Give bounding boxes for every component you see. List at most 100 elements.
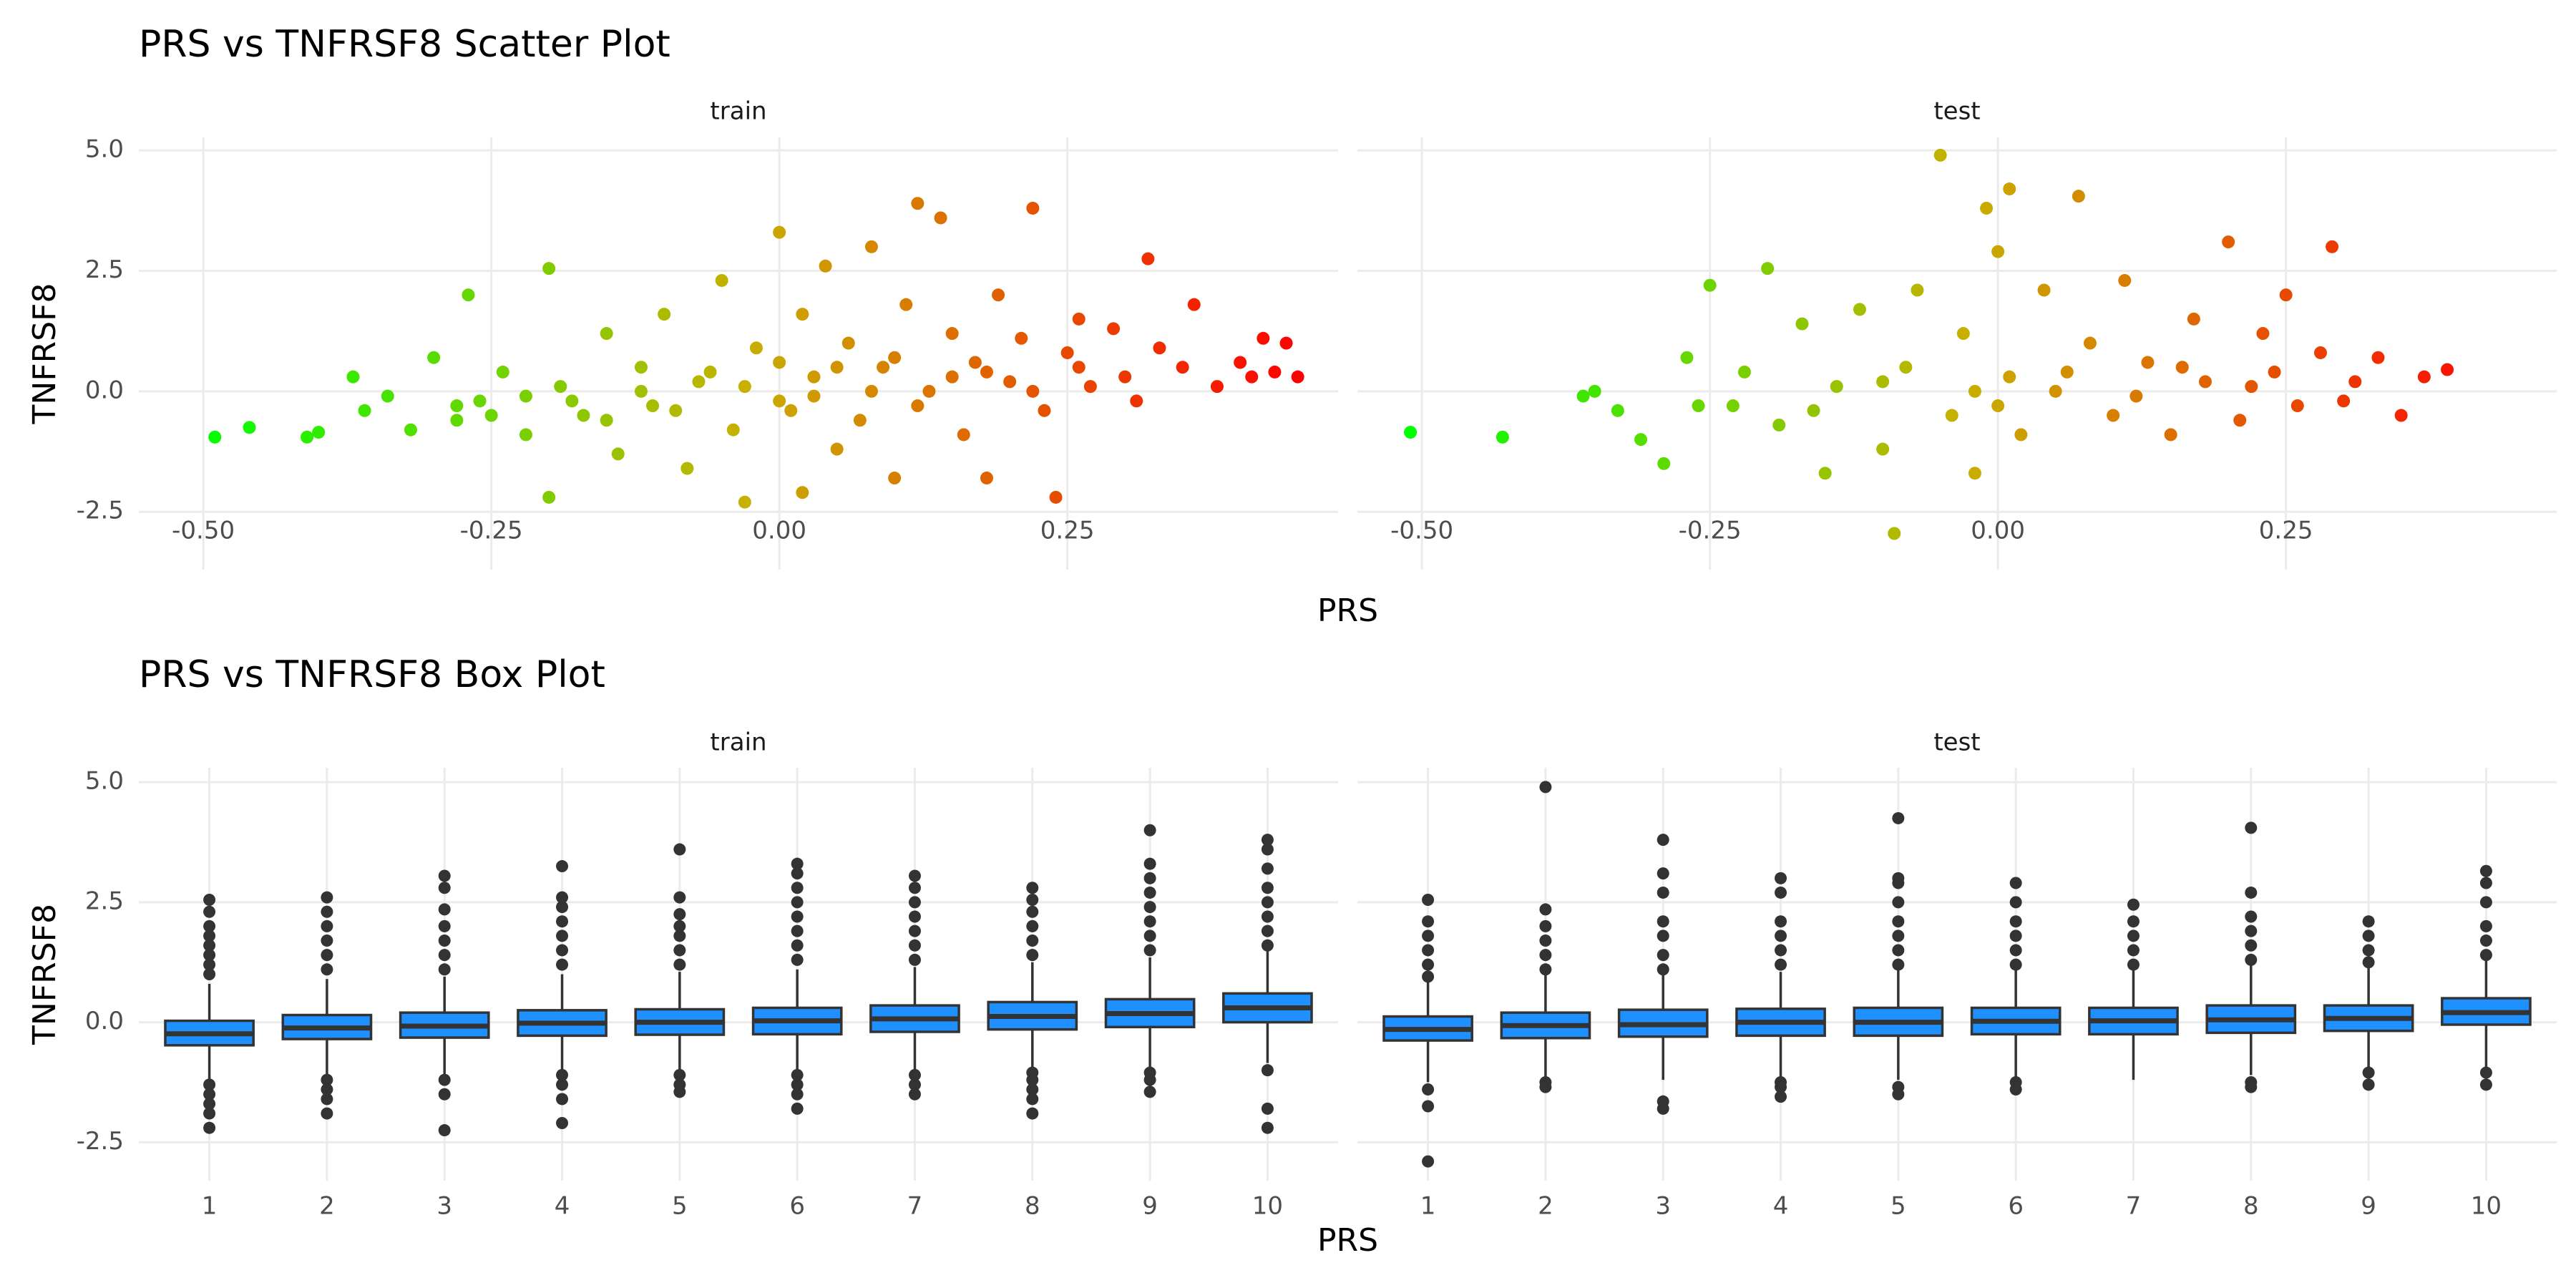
outlier [1892, 811, 1905, 824]
outlier [908, 1068, 921, 1081]
outlier [2362, 1066, 2375, 1079]
outlier [1657, 834, 1669, 847]
scatter-point [934, 211, 947, 225]
scatter-point [1818, 467, 1832, 480]
scatter-point [301, 430, 314, 444]
scatter-point [819, 259, 832, 273]
scatter-point [2268, 365, 2281, 379]
scatter-point [2417, 370, 2431, 384]
scatter-point [703, 365, 717, 379]
outlier [1892, 958, 1905, 971]
outlier [1539, 903, 1552, 916]
scatter-point [773, 225, 786, 239]
scatter-point [1234, 356, 1247, 369]
outlier [2245, 1080, 2258, 1093]
scatter-point [1176, 361, 1189, 374]
scatter-point [1279, 336, 1293, 350]
scatter-point [2175, 361, 2189, 374]
scatter-point [1956, 327, 1970, 341]
scatter-point [888, 351, 902, 364]
outlier [1539, 919, 1552, 932]
outlier [1775, 1091, 1787, 1103]
x-tick-label: -0.25 [1679, 517, 1742, 545]
outlier [438, 1124, 451, 1137]
outlier [2362, 1078, 2375, 1091]
scatter-point [1245, 370, 1259, 384]
scatter-point [473, 394, 487, 408]
y-tick-label: 0.0 [85, 376, 124, 404]
outlier [2362, 915, 2375, 928]
outlier [1422, 958, 1435, 971]
scatter-point [738, 495, 751, 509]
outlier [1143, 886, 1156, 899]
scatter-point [519, 389, 532, 403]
outlier [438, 869, 451, 882]
outlier [908, 924, 921, 937]
scatter-point [1072, 312, 1085, 326]
x-tick-label: 8 [2243, 1192, 2259, 1221]
scatter-point [2233, 414, 2247, 427]
outlier [1026, 1093, 1039, 1106]
outlier [908, 910, 921, 923]
outlier [203, 905, 216, 918]
outlier [1657, 886, 1669, 899]
x-tick-label: 5 [1890, 1192, 1906, 1221]
x-tick-label: 0.25 [2259, 517, 2313, 545]
outlier [1143, 901, 1156, 914]
scatter-point [565, 394, 579, 408]
scatter-point [1795, 317, 1809, 331]
x-tick-label: 0.00 [752, 517, 806, 545]
outlier [1539, 1080, 1552, 1093]
outlier [1026, 949, 1039, 962]
outlier [1775, 915, 1787, 928]
scatter-point [542, 262, 556, 275]
outlier [673, 930, 686, 942]
scatter-point [2222, 235, 2235, 249]
outlier [1657, 930, 1669, 942]
outlier [791, 896, 804, 909]
scatter-point [519, 428, 532, 441]
outlier [2009, 915, 2022, 928]
outlier [791, 867, 804, 880]
scatter-point [1807, 404, 1820, 417]
scatter-point [1210, 380, 1224, 394]
scatter-point [749, 341, 763, 355]
outlier [908, 1088, 921, 1101]
x-tick-label: 10 [2471, 1192, 2502, 1221]
outlier [1261, 882, 1274, 894]
outlier [2009, 1083, 2022, 1096]
scatter-point [680, 462, 694, 475]
outlier [203, 1121, 216, 1134]
outlier [2479, 1078, 2492, 1091]
outlier [321, 1093, 333, 1106]
scatter-point [2313, 346, 2327, 359]
scatter-point [853, 414, 867, 427]
outlier [1026, 935, 1039, 947]
scatter-point [1853, 303, 1866, 316]
outlier [2245, 924, 2258, 937]
outlier [321, 935, 333, 947]
x-tick-label: 6 [789, 1192, 805, 1221]
scatter-point [1980, 201, 1994, 215]
scatter-point [830, 361, 844, 374]
outlier [556, 1068, 569, 1081]
scatter-point [1634, 433, 1648, 447]
scatter-point [611, 447, 625, 461]
scatter-point [496, 365, 509, 379]
scatter-point [2014, 428, 2028, 441]
x-tick-label: -0.50 [1390, 517, 1453, 545]
scatter-point [554, 380, 567, 394]
outlier [1422, 1100, 1435, 1113]
scatter-point [692, 375, 706, 389]
scatter-point [945, 327, 959, 341]
scatter-point [312, 426, 326, 439]
scatter-point [980, 472, 993, 485]
outlier [1892, 896, 1905, 909]
scatter-point [2198, 375, 2212, 389]
scatter-point [922, 384, 936, 398]
scatter-point [542, 490, 556, 504]
scatter-point [1737, 365, 1751, 379]
strip-label: test [1933, 728, 1980, 757]
chart-title: PRS vs TNFRSF8 Box Plot [139, 653, 605, 696]
outlier [1539, 949, 1552, 962]
